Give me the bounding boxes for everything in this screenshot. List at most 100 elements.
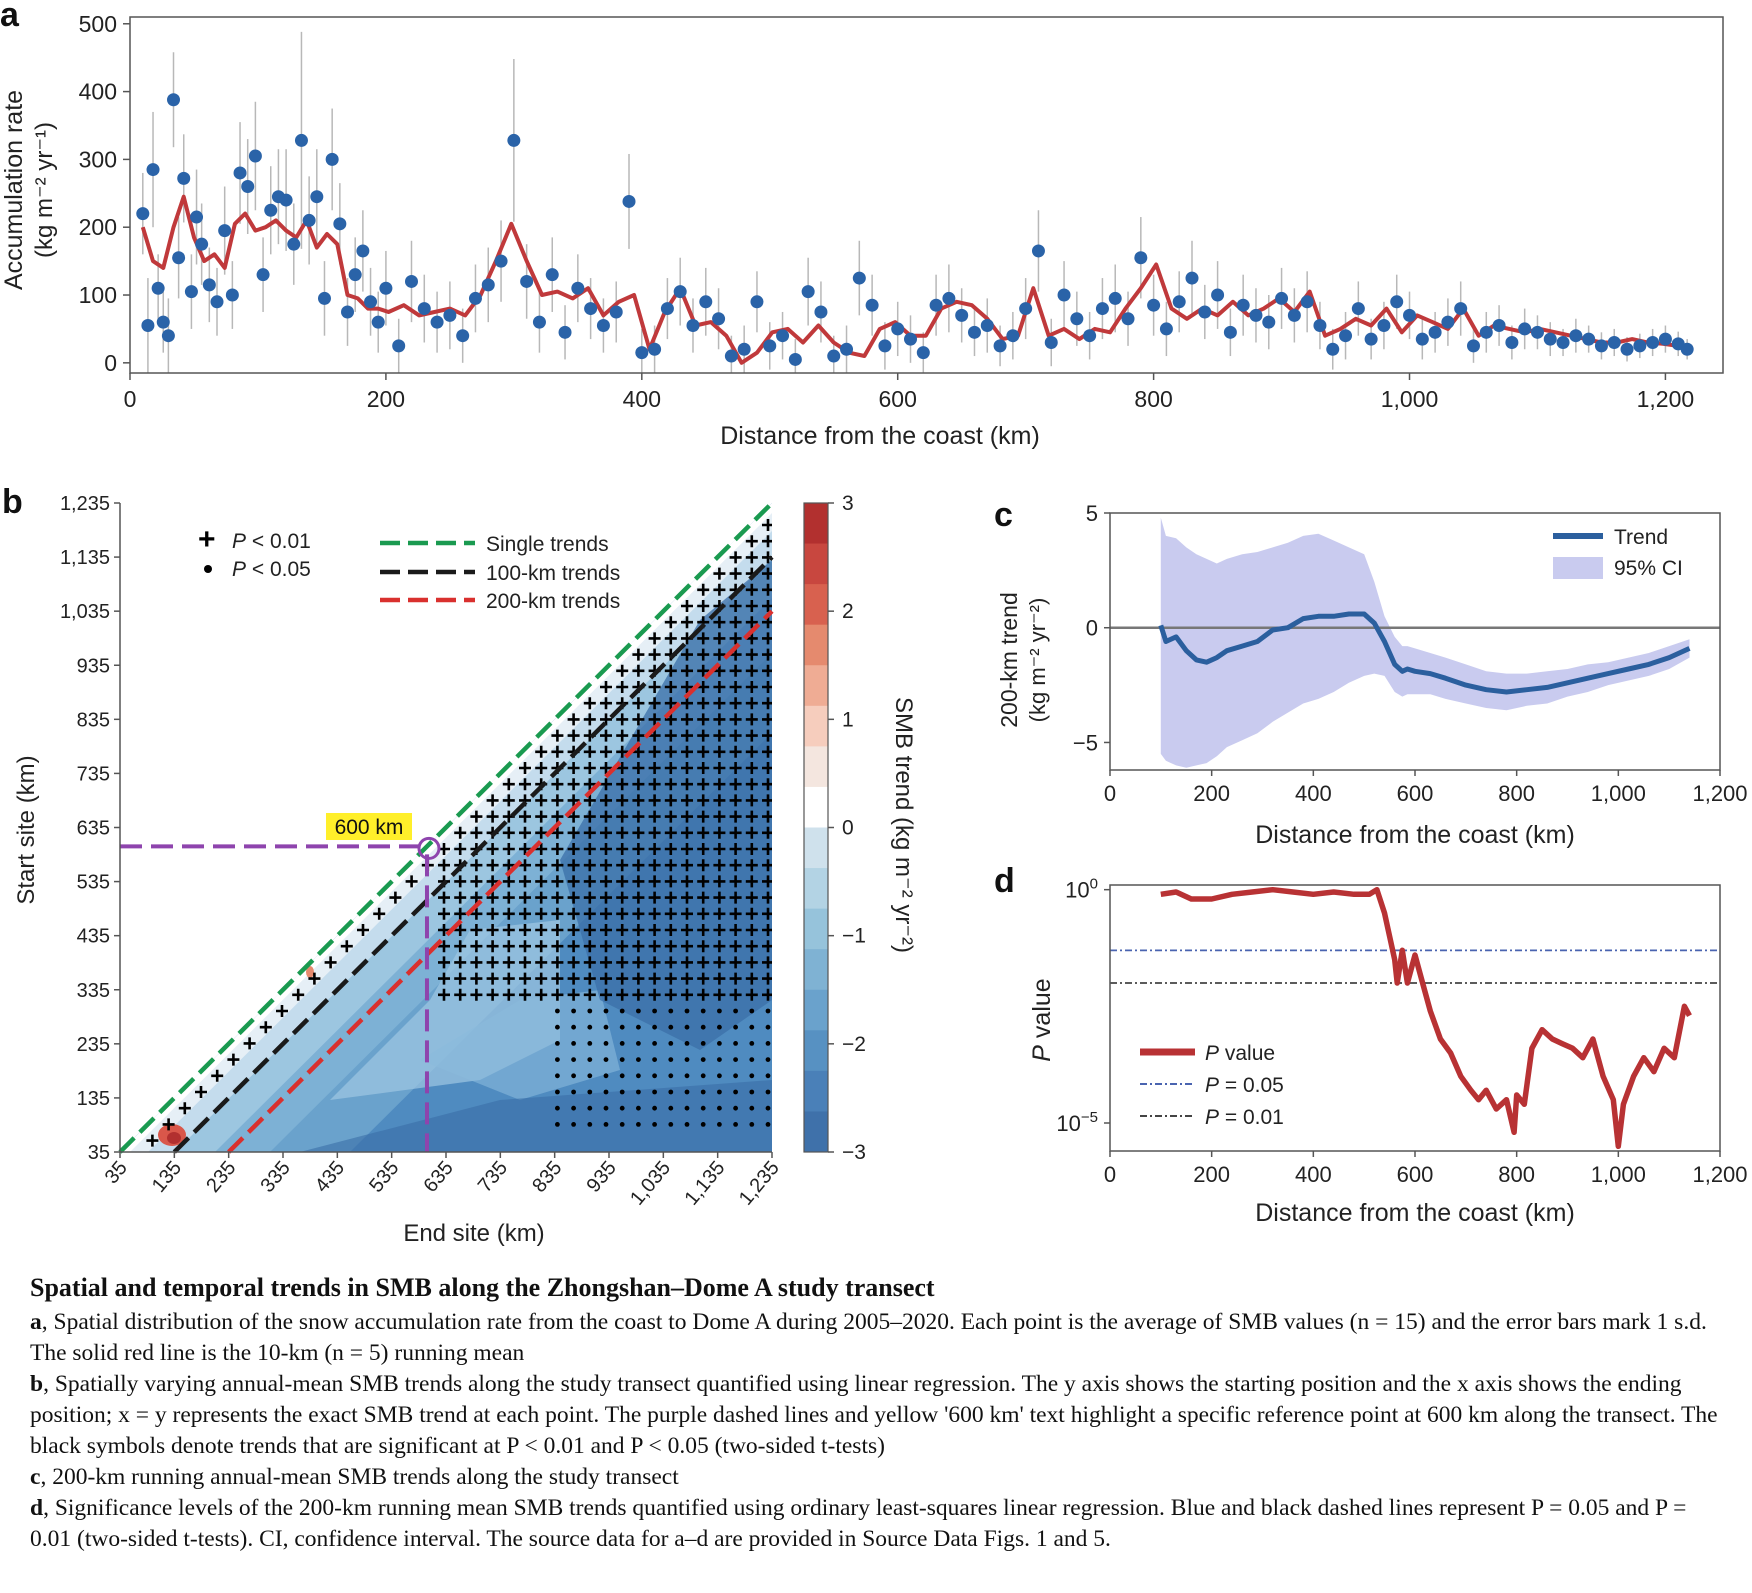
significance-plus (551, 778, 564, 791)
significance-plus (583, 762, 596, 774)
significance-dot (700, 1122, 706, 1127)
significance-plus (713, 826, 726, 839)
data-point (233, 166, 247, 180)
significance-plus (178, 1102, 191, 1115)
significance-dot (652, 1105, 657, 1111)
significance-dot (619, 1057, 625, 1062)
significance-dot (636, 1008, 641, 1014)
significance-plus (697, 859, 710, 872)
significance-plus (664, 810, 677, 823)
significance-plus (713, 956, 726, 969)
significance-plus (648, 810, 661, 823)
caption-a-text: , Spatial distribution of the snow accum… (30, 1309, 1707, 1366)
data-point (364, 295, 378, 309)
significance-plus (762, 891, 772, 904)
significance-plus (762, 535, 772, 548)
significance-dot (652, 1057, 657, 1062)
x-tick-label: 1,200 (1637, 386, 1695, 412)
significance-plus (454, 956, 467, 969)
data-point (1518, 322, 1532, 336)
significance-plus (697, 875, 710, 888)
data-point (1211, 288, 1225, 302)
significance-plus (551, 875, 564, 888)
x-tick-label: 1,000 (1591, 1162, 1646, 1187)
significance-dot (700, 1105, 706, 1111)
significance-plus (713, 697, 726, 710)
data-point (1313, 319, 1327, 333)
significance-dot (749, 1073, 755, 1079)
x-tick-label: 835 (528, 1157, 566, 1197)
significance-plus (681, 859, 693, 872)
panel-d-legend: P value P = 0.05 P = 0.01 (1140, 1042, 1284, 1129)
significance-plus (438, 924, 450, 936)
significance-plus (502, 891, 515, 904)
significance-plus (632, 648, 645, 661)
significance-plus (600, 891, 612, 904)
significance-plus (502, 843, 515, 855)
significance-plus (745, 826, 758, 839)
significance-plus (762, 810, 772, 823)
data-point (1390, 295, 1404, 309)
heatmap-hotspot (167, 1132, 181, 1144)
data-point (929, 298, 943, 312)
colorbar-segment (804, 1111, 828, 1153)
data-point (218, 224, 232, 238)
significance-dot (700, 1008, 706, 1014)
reference-600-label: 600 km (335, 816, 404, 839)
significance-plus (551, 924, 564, 936)
significance-plus (762, 956, 772, 969)
panel-c-ylabel-2: (kg m⁻² yr⁻²) (1025, 598, 1050, 723)
x-tick-label: 1,200 (1692, 1162, 1747, 1187)
significance-dot (587, 1041, 593, 1046)
significance-plus (600, 875, 612, 888)
data-point (737, 342, 751, 356)
significance-plus (713, 843, 726, 855)
legend-p005: P < 0.05 (232, 558, 311, 581)
significance-plus (664, 924, 677, 936)
significance-plus (697, 697, 710, 710)
significance-plus (486, 940, 499, 953)
significance-plus (567, 729, 580, 742)
significance-plus (729, 616, 742, 629)
significance-plus (697, 826, 710, 839)
heatmap-dark-patch (300, 1080, 772, 1152)
significance-plus (729, 907, 742, 920)
significance-plus (551, 745, 564, 758)
significance-plus (648, 907, 661, 920)
x-tick-label: 600 (1397, 1162, 1434, 1187)
significance-plus (519, 875, 531, 888)
significance-plus (567, 778, 580, 791)
data-point (673, 285, 687, 299)
significance-plus (470, 956, 483, 969)
y-tick-label: −5 (1073, 730, 1098, 755)
significance-plus (648, 681, 661, 693)
significance-plus (616, 745, 629, 758)
y-tick-label: 835 (77, 709, 110, 731)
panel-label-b: b (2, 483, 23, 521)
significance-plus (551, 794, 564, 807)
panel-a-axes: 0 200 400 600 800 1,000 1,200 0 100 200 300 400 500 (79, 11, 1695, 412)
significance-plus (535, 891, 548, 904)
panel-c: 0 200 400 600 800 1,000 1,200 5 0 −5 Trend 95% CI… (996, 501, 1748, 849)
significance-plus (664, 681, 677, 693)
significance-plus (535, 988, 548, 1001)
significance-dot (700, 1089, 706, 1095)
panel-b-ylabel: Start site (km) (13, 755, 40, 904)
significance-plus (616, 762, 629, 774)
significance-plus (648, 875, 661, 888)
significance-plus (535, 826, 548, 839)
significance-plus (616, 875, 629, 888)
significance-plus (454, 875, 467, 888)
colorbar-tick-label: 0 (842, 817, 854, 840)
significance-plus (535, 875, 548, 888)
y-tick-label: 1,235 (60, 493, 110, 515)
significance-plus (762, 648, 772, 661)
significance-plus (681, 924, 693, 936)
significance-plus (600, 907, 612, 920)
significance-plus (567, 762, 580, 774)
data-point (294, 133, 308, 147)
significance-dot (749, 1057, 755, 1062)
heatmap-light-patch (420, 990, 620, 1100)
significance-plus (729, 826, 742, 839)
significance-dot (571, 1057, 576, 1062)
